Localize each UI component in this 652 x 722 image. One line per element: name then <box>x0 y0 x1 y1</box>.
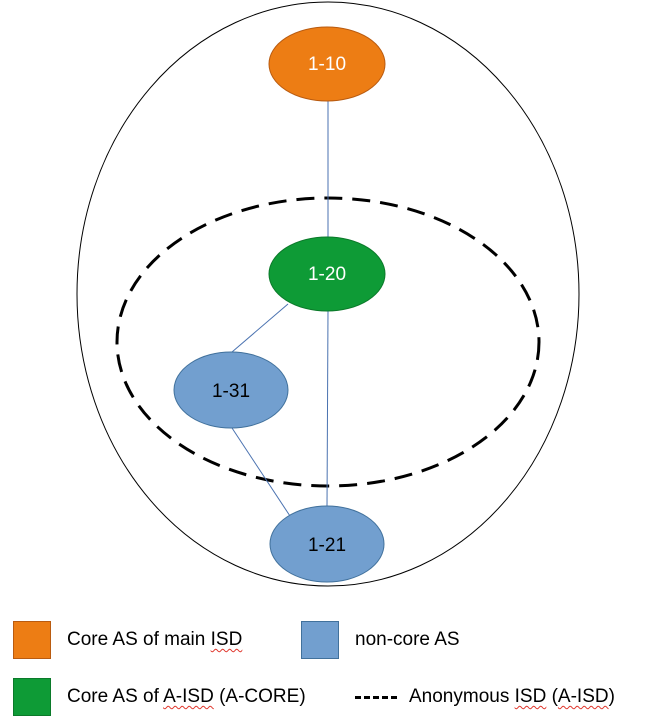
edge-1-20-to-1-21 <box>326 309 329 508</box>
node-1-20-label: 1-20 <box>308 264 346 285</box>
isd-diagram: 1-10 1-20 1-31 1-21 <box>76 1 580 587</box>
legend-anon-isd-marked2: A-ISD <box>557 686 609 707</box>
legend-anon-isd-marked: ISD <box>514 686 547 707</box>
legend-anon-isd: Anonymous ISD (A-ISD) <box>355 682 615 712</box>
main-isd-boundary <box>76 1 580 587</box>
legend-anon-isd-label: Anonymous ISD (A-ISD) <box>409 686 615 708</box>
node-1-31: 1-31 <box>173 351 289 429</box>
legend-core-aisd-swatch <box>13 678 51 716</box>
legend-core-main-label: Core AS of main ISD <box>67 629 242 651</box>
node-1-31-label: 1-31 <box>212 381 250 402</box>
node-1-20-shape <box>268 236 386 312</box>
node-1-21: 1-21 <box>269 505 385 583</box>
node-1-21-label: 1-21 <box>308 535 346 556</box>
legend-core-aisd-text: Core AS of <box>67 686 164 707</box>
node-1-10: 1-10 <box>268 26 386 102</box>
legend-non-core-swatch <box>301 621 339 659</box>
legend-non-core: non-core AS <box>301 621 460 659</box>
legend-anon-isd-text: Anonymous <box>409 686 515 707</box>
edge-1-20-to-1-31 <box>231 303 289 353</box>
legend: Core AS of main ISD non-core AS Core AS … <box>0 612 652 722</box>
legend-anon-isd-dash <box>355 695 397 699</box>
node-1-20: 1-20 <box>268 236 386 312</box>
legend-core-main: Core AS of main ISD <box>13 621 242 659</box>
edge-1-31-to-1-21 <box>231 427 291 517</box>
legend-core-main-isd: ISD <box>210 629 243 650</box>
legend-core-main-swatch <box>13 621 51 659</box>
legend-core-aisd-after: (A-CORE) <box>213 686 306 707</box>
legend-core-main-text: Core AS of main <box>67 629 211 650</box>
legend-anon-isd-mid: ( <box>546 686 558 707</box>
node-1-10-label: 1-10 <box>308 54 346 75</box>
legend-anon-isd-after: ) <box>608 686 615 707</box>
legend-core-aisd-label: Core AS of A-ISD (A-CORE) <box>67 686 306 708</box>
legend-core-aisd: Core AS of A-ISD (A-CORE) <box>13 678 306 716</box>
legend-non-core-label: non-core AS <box>355 629 460 650</box>
legend-core-aisd-marked: A-ISD <box>163 686 214 707</box>
node-1-21-shape <box>269 505 385 583</box>
node-1-31-shape <box>173 351 289 429</box>
node-1-10-shape <box>268 26 386 102</box>
